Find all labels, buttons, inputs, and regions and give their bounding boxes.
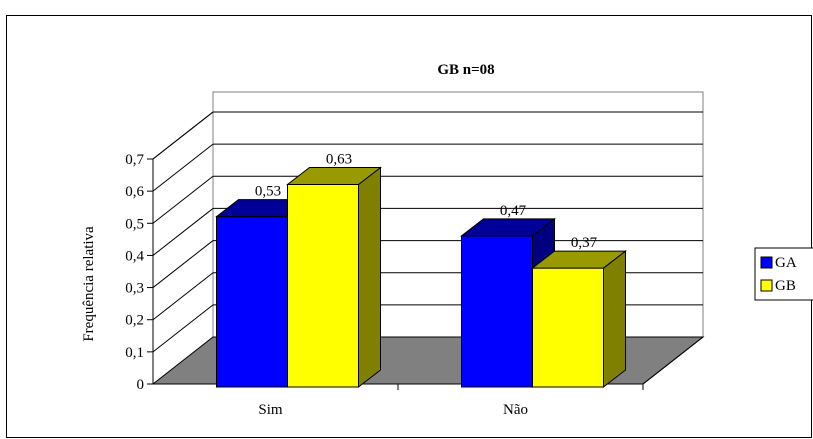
bar-front: [532, 267, 604, 388]
y-axis-label: Frequência relativa: [81, 226, 97, 342]
y-tick-label: 0: [137, 377, 145, 393]
legend-label-ga: GA: [775, 255, 797, 271]
data-label: 0,47: [500, 203, 527, 219]
data-label: 0,53: [255, 184, 281, 200]
bar-front: [461, 235, 533, 388]
y-tick-label: 0,3: [125, 281, 144, 297]
bar-side: [603, 250, 626, 389]
y-tick-label: 0,4: [125, 248, 144, 264]
chart-title: GB n=08: [437, 62, 494, 78]
bar-front: [216, 216, 288, 388]
bar-gb-0: [286, 166, 382, 389]
y-tick-label: 0,2: [125, 313, 144, 329]
y-axis-top-edge: [152, 111, 214, 160]
chart-svg: GB n=08 00,10,20,30,40,50,60,7 0,530,630…: [81, 62, 813, 418]
gridline-side: [152, 175, 214, 224]
data-labels: 0,53 0,63 0,47 0,37: [255, 152, 598, 252]
y-tick-label: 0,5: [125, 216, 144, 232]
gridline-side: [152, 208, 214, 256]
bar-front: [287, 184, 359, 388]
legend-label-gb: GB: [775, 278, 796, 294]
gridline-side: [152, 304, 214, 353]
legend-swatch-ga: [760, 256, 773, 269]
data-label: 0,37: [571, 235, 598, 251]
bars: [215, 166, 627, 389]
gridline-side: [152, 240, 214, 288]
y-tick-labels: 0 0,1 0,2 0,3 0,4 0,5 0,6 0,7: [125, 152, 144, 393]
bar-side: [358, 166, 381, 389]
x-tick-label: Sim: [258, 402, 283, 418]
x-tick-label: Não: [503, 402, 528, 418]
bar-top: [460, 218, 556, 237]
legend-swatch-gb: [760, 279, 773, 292]
y-tick-label: 0,6: [125, 184, 144, 200]
bar-gb-1: [531, 250, 627, 389]
gridline-side: [152, 272, 214, 321]
legend: GA GB: [754, 247, 813, 301]
chart-area: GB n=08 0 0,1 0,2 0,3 0,4 0,5 0,6 0,7 0,53 0,63 0…: [6, 15, 813, 438]
x-axis-end-edge: [642, 336, 704, 385]
y-tick-label: 0,1: [125, 345, 144, 361]
y-tick-label: 0,7: [125, 152, 144, 168]
data-label: 0,63: [326, 152, 352, 168]
bar-top: [286, 167, 382, 185]
x-tick-labels: Sim Não: [258, 402, 528, 418]
gridline-side: [152, 143, 214, 192]
bar-top: [531, 250, 627, 269]
